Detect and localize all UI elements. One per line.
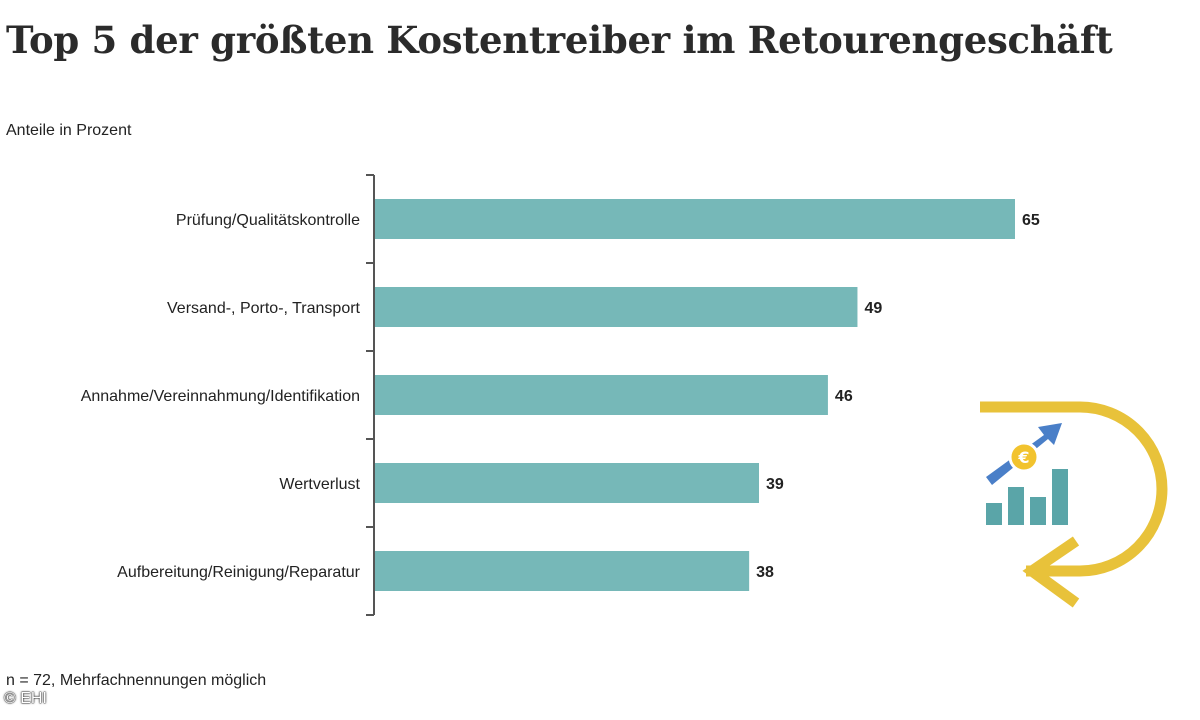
bar-2 — [375, 287, 858, 327]
returns-cost-logo-icon: € — [980, 401, 1168, 608]
bar-1 — [375, 199, 1015, 239]
value-label: 65 — [1022, 212, 1040, 229]
chart-title: Top 5 der größten Kostentreiber im Retou… — [6, 18, 1113, 62]
category-label: Annahme/Vereinnahmung/Identifikation — [81, 388, 360, 405]
category-label: Wertverlust — [279, 476, 360, 493]
category-label: Versand-, Porto-, Transport — [167, 300, 361, 317]
value-label: 38 — [756, 564, 774, 581]
category-axis — [366, 174, 375, 616]
bar-5 — [375, 551, 750, 591]
category-label: Prüfung/Qualitätskontrolle — [176, 212, 360, 229]
logo-bar-4-icon — [1052, 469, 1068, 525]
euro-coin-icon — [1008, 441, 1040, 473]
logo-bar-3-icon — [1030, 497, 1046, 525]
value-labels: 65 49 46 39 38 — [756, 212, 1040, 581]
bar-3 — [375, 375, 828, 415]
return-arrowhead-icon — [1022, 536, 1080, 608]
value-label: 49 — [864, 300, 882, 317]
bar-4 — [375, 463, 759, 503]
sample-footnote: n = 72, Mehrfachnennungen möglich — [6, 672, 267, 689]
euro-sign-icon: € — [1017, 448, 1029, 467]
chart-subtitle: Anteile in Prozent — [6, 122, 132, 139]
logo-bar-1-icon — [986, 503, 1002, 525]
return-arrow-ring-icon — [980, 401, 1168, 577]
logo-bar-2-icon — [1008, 487, 1024, 525]
category-label: Aufbereitung/Reinigung/Reparatur — [117, 564, 361, 581]
value-label: 46 — [835, 388, 853, 405]
bars — [375, 199, 1015, 591]
value-label: 39 — [766, 476, 784, 493]
category-labels: Prüfung/Qualitätskontrolle Versand-, Port… — [81, 212, 361, 581]
copyright-notice: © EHI — [4, 690, 47, 707]
